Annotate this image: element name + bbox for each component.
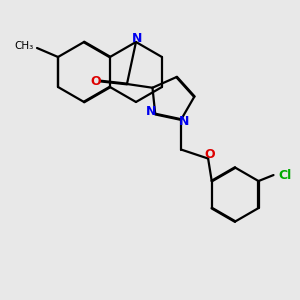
Text: O: O [204, 148, 215, 160]
Text: N: N [132, 32, 142, 45]
Text: CH₃: CH₃ [15, 41, 34, 52]
Text: O: O [90, 74, 101, 88]
Text: N: N [146, 105, 156, 118]
Text: Cl: Cl [278, 169, 291, 182]
Text: N: N [179, 115, 189, 128]
